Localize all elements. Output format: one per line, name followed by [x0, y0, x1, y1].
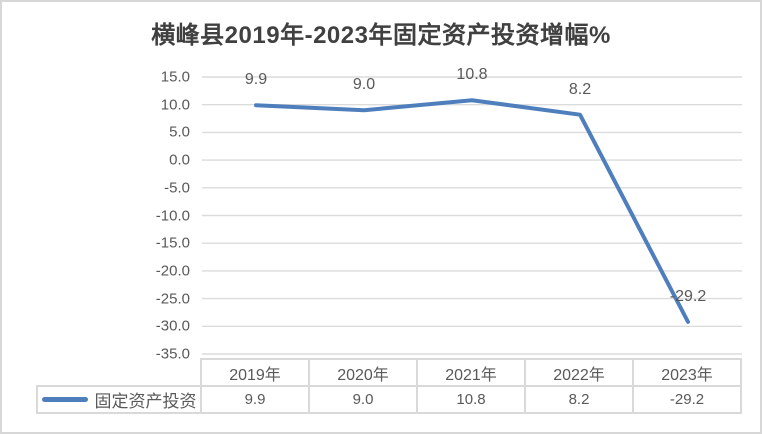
- data-table: 2019年 2020年 2021年 2022年 2023年 固定资产投资 9.9 9.0 1…: [36, 358, 742, 414]
- table-header-cell: 2019年: [200, 358, 310, 387]
- table-value-cell: -29.2: [632, 385, 742, 414]
- legend-line-swatch: [41, 397, 88, 402]
- table-header-cell: 2022年: [524, 358, 634, 387]
- table-header-cell: 2023年: [632, 358, 742, 387]
- y-axis-tick-label: -25.0: [155, 290, 190, 308]
- table-value-cell: 10.8: [416, 385, 526, 414]
- y-axis-tick-label: -20.0: [155, 262, 190, 280]
- table-value-cell: 9.9: [200, 385, 310, 414]
- table-header-cell: 2020年: [308, 358, 418, 387]
- y-axis-tick-label: -30.0: [155, 317, 190, 335]
- y-axis-tick-label: 15.0: [160, 68, 190, 86]
- chart-title: 横峰县2019年-2023年固定资产投资增幅%: [151, 22, 611, 49]
- table-header-row: 2019年 2020年 2021年 2022年 2023年: [37, 358, 742, 387]
- table-value-row: 固定资产投资 9.9 9.0 10.8 8.2 -29.2: [36, 385, 742, 414]
- legend-series-label: 固定资产投资: [94, 392, 197, 411]
- y-axis-tick-label: 5.0: [169, 123, 190, 141]
- table-corner-spacer: [37, 359, 201, 386]
- y-axis-tick-label: -35.0: [155, 345, 190, 363]
- table-header-cell: 2021年: [416, 358, 526, 387]
- y-axis-tick-label: -10.0: [155, 207, 190, 224]
- y-axis-tick-label: 10.0: [160, 96, 190, 114]
- table-value-cell: 9.0: [308, 385, 418, 414]
- series-line: [254, 98, 690, 324]
- y-axis-tick-label: -5.0: [164, 179, 190, 197]
- legend: 固定资产投资: [39, 388, 199, 411]
- legend-cell: 固定资产投资: [36, 385, 202, 414]
- y-axis: 15.0 10.0 5.0 0.0 -5.0 -10.0 -15.0 -20.0 -25.0 -3…: [2, 2, 190, 432]
- table-value-cell: 8.2: [524, 385, 634, 414]
- y-axis-tick-label: 0.0: [169, 151, 190, 169]
- y-axis-tick-label: -15.0: [155, 234, 190, 252]
